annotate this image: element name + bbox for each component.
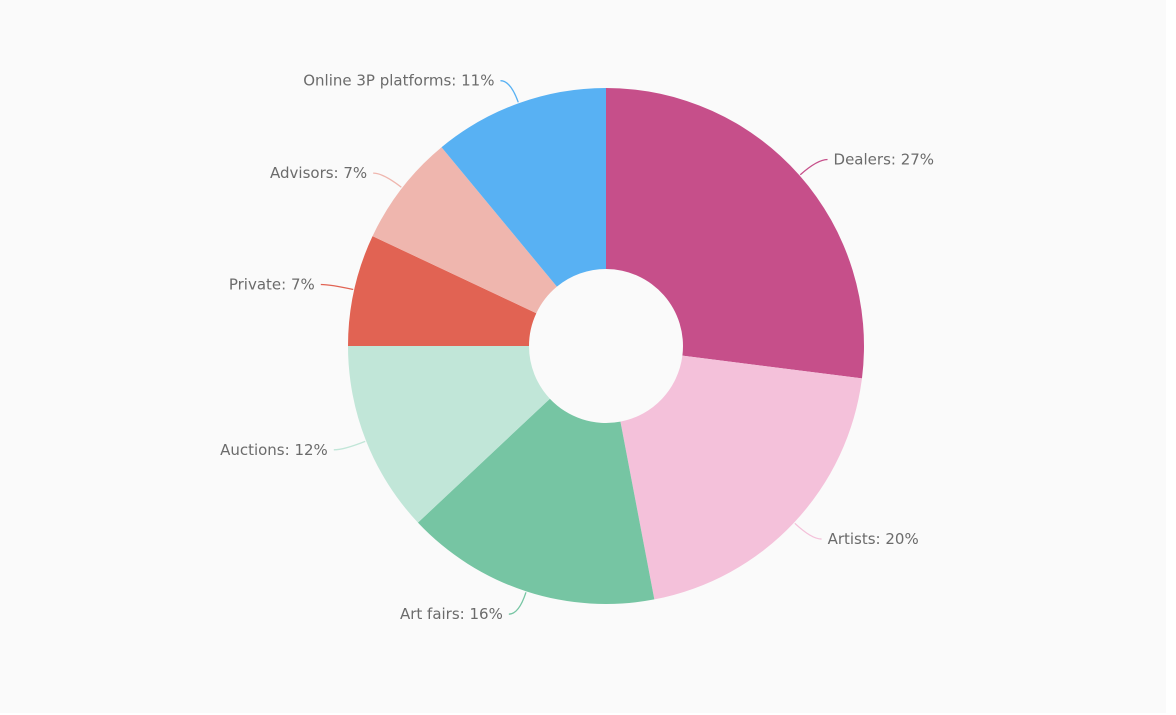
- slice-labels-layer: Dealers: 27% Artists: 20% Art fairs: 16% Au…: [220, 72, 934, 624]
- slice-label-artists: Artists: 20%: [828, 530, 919, 548]
- slice-label-online-3p-platforms: Online 3P platforms: 11%: [303, 72, 494, 90]
- slice-label-private: Private: 7%: [229, 275, 315, 293]
- pie-slice-online-3p-platforms[interactable]: [441, 88, 606, 287]
- pie-slice-art-fairs[interactable]: [417, 398, 655, 604]
- leader-line-dealers: [799, 158, 828, 176]
- leader-line-private: [320, 283, 354, 291]
- leader-line-advisors: [373, 172, 402, 188]
- pie-slice-dealers[interactable]: [606, 88, 864, 379]
- slice-label-auctions: Auctions: 12%: [220, 441, 328, 459]
- slice-label-art-fairs: Art fairs: 16%: [400, 605, 503, 623]
- leader-lines-layer: [320, 80, 828, 615]
- leader-line-artists: [794, 522, 822, 540]
- leader-line-online-3p-platforms: [500, 80, 519, 103]
- pie-slice-auctions[interactable]: [348, 346, 550, 523]
- leader-line-art-fairs: [508, 592, 527, 615]
- slices-layer: [348, 88, 864, 604]
- pie-slice-private[interactable]: [348, 236, 537, 346]
- pie-slice-advisors[interactable]: [372, 147, 557, 314]
- slice-label-dealers: Dealers: 27%: [834, 151, 935, 169]
- slice-label-advisors: Advisors: 7%: [270, 164, 367, 182]
- pie-slice-artists[interactable]: [620, 355, 862, 600]
- leader-line-auctions: [333, 440, 366, 451]
